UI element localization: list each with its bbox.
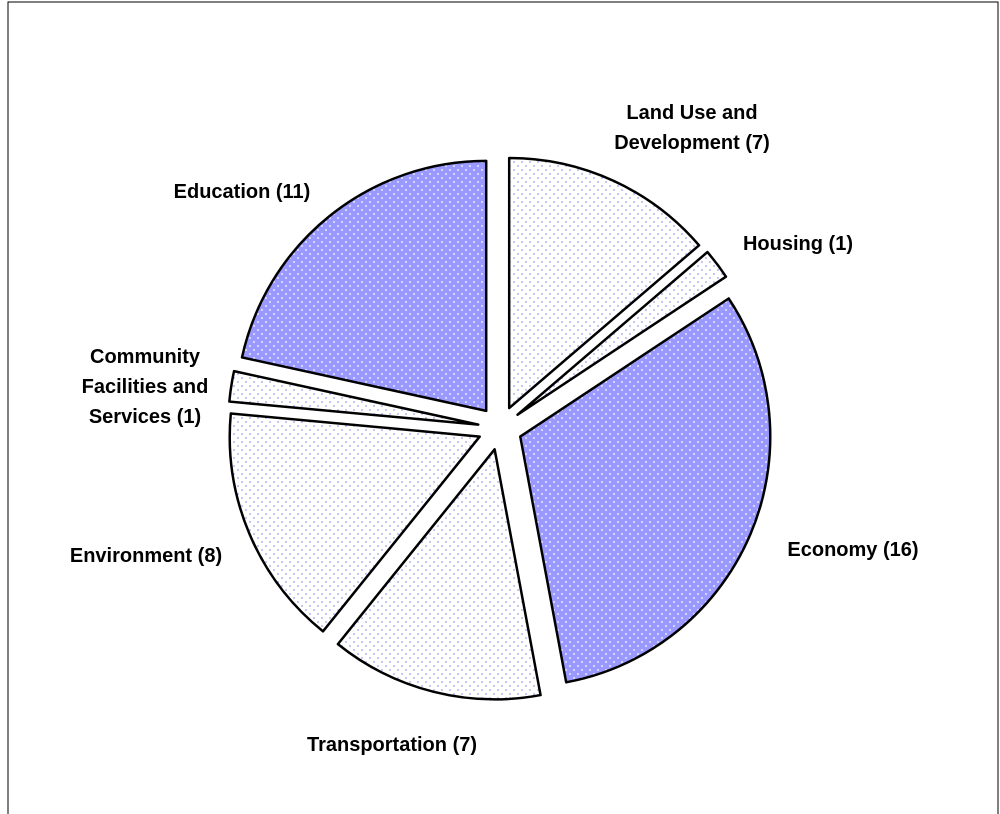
slice-label: Housing (1) (718, 229, 878, 259)
value-label: (1) (176, 406, 202, 428)
slice-label: Transportation (7) (292, 730, 492, 760)
slice-pattern (336, 448, 542, 701)
value-label: (16) (883, 539, 919, 561)
category-label: Community Facilities and Services (81, 346, 209, 428)
category-label: Education (173, 181, 271, 203)
category-label: Environment (69, 545, 193, 567)
slice-pattern (516, 250, 728, 416)
slice-label: Environment (8) (46, 541, 246, 571)
category-label: Land Use and Development (614, 102, 758, 154)
value-label: (7) (452, 734, 478, 756)
slice-label: Economy (16) (763, 535, 943, 565)
slice-pattern (519, 297, 772, 684)
slice-pattern (240, 159, 488, 413)
value-label: (7) (745, 132, 770, 154)
slice-label: Education (11) (132, 177, 352, 207)
slice-label: Land Use and Development (7) (592, 98, 792, 158)
category-label: Economy (787, 539, 878, 561)
slice-pattern (228, 369, 480, 426)
category-label: Transportation (306, 734, 447, 756)
value-label: (1) (828, 233, 853, 255)
chart-border (7, 1, 999, 814)
value-label: (11) (275, 181, 311, 203)
category-label: Housing (742, 233, 823, 255)
value-label: (8) (197, 545, 223, 567)
slice-pattern (507, 156, 701, 410)
slice-label: Community Facilities and Services (1) (60, 342, 230, 432)
slice-pattern (228, 412, 481, 633)
